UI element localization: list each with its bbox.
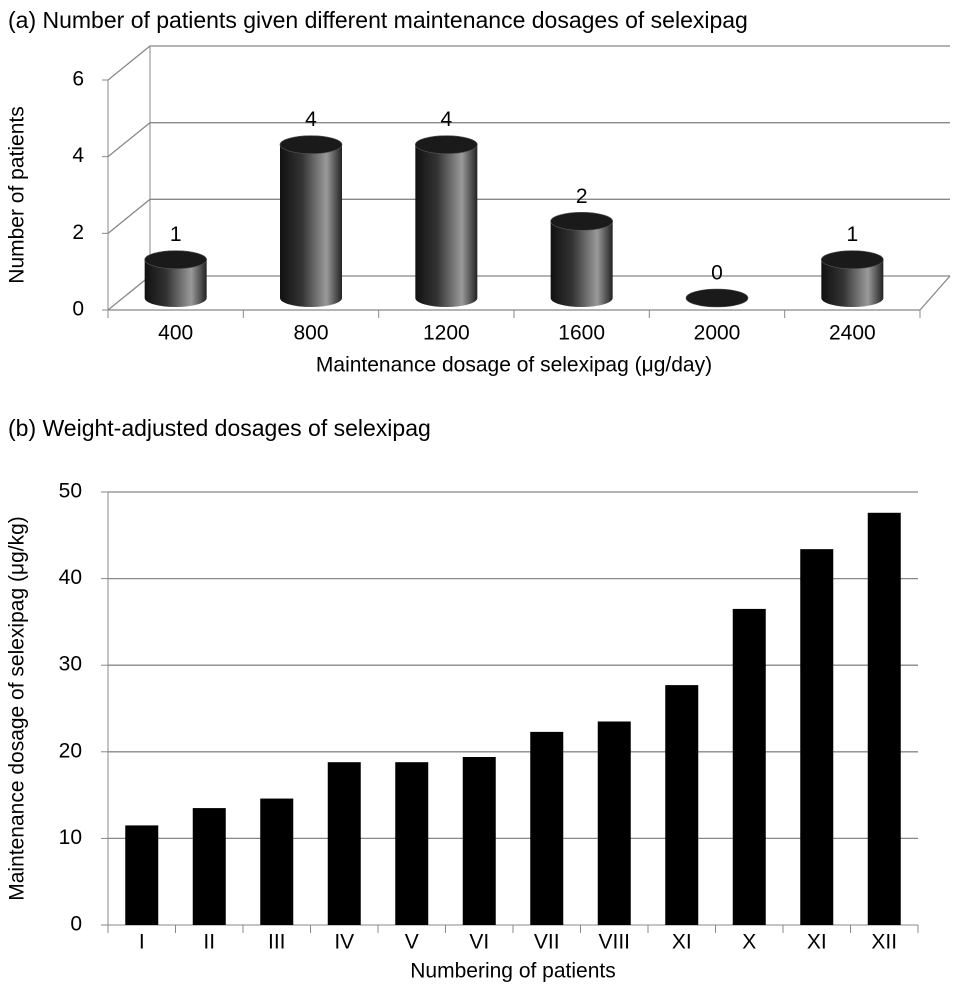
bar bbox=[462, 756, 496, 925]
data-label: 2 bbox=[576, 185, 588, 208]
cylinder-body bbox=[821, 259, 884, 307]
x-tick-label: XII bbox=[871, 931, 897, 954]
x-tick-label: IV bbox=[334, 931, 354, 954]
y-tick-label: 0 bbox=[72, 298, 84, 321]
x-tick-label: V bbox=[405, 931, 419, 954]
y-tick-label: 30 bbox=[59, 653, 82, 676]
y-tick-label: 4 bbox=[72, 144, 84, 167]
chart-title: (b) Weight-adjusted dosages of selexipag bbox=[8, 415, 431, 441]
x-tick-label: II bbox=[203, 931, 215, 954]
x-tick-label: III bbox=[268, 931, 286, 954]
data-label: 4 bbox=[305, 108, 317, 131]
cylinder bbox=[144, 250, 207, 307]
bar bbox=[192, 808, 226, 925]
chart-title: (a) Number of patients given different m… bbox=[8, 7, 748, 33]
y-axis-label: Maintenance dosage of selexipag (μg/kg) bbox=[6, 516, 29, 901]
x-tick-label: 400 bbox=[158, 322, 193, 345]
cylinder-top bbox=[821, 250, 884, 269]
x-tick-label: 800 bbox=[293, 322, 328, 345]
data-label: 0 bbox=[711, 262, 723, 285]
y-tick-label: 10 bbox=[59, 826, 82, 849]
cylinder-body bbox=[280, 144, 342, 307]
x-tick-label: 2400 bbox=[829, 322, 876, 345]
cylinder-top bbox=[415, 135, 478, 154]
cylinder-top bbox=[685, 288, 749, 308]
cylinder bbox=[415, 135, 478, 307]
y-axis-label: Number of patients bbox=[6, 106, 29, 283]
data-label: 4 bbox=[440, 108, 452, 131]
cylinder-top bbox=[550, 212, 613, 231]
y-tick-label: 50 bbox=[59, 480, 82, 503]
x-axis-label: Maintenance dosage of selexipag (μg/day) bbox=[316, 354, 712, 377]
x-tick-label: VI bbox=[469, 931, 489, 954]
bar bbox=[665, 685, 699, 925]
x-tick-label: X bbox=[742, 931, 756, 954]
cylinder bbox=[685, 288, 749, 308]
cylinder bbox=[821, 250, 884, 307]
cylinder bbox=[279, 135, 343, 307]
bar bbox=[800, 549, 834, 925]
bar bbox=[597, 721, 631, 925]
x-tick-label: 2000 bbox=[694, 322, 741, 345]
y-tick-label: 20 bbox=[59, 739, 82, 762]
cylinder-body bbox=[550, 221, 613, 307]
x-tick-label: XI bbox=[807, 931, 827, 954]
x-tick-label: 1200 bbox=[423, 322, 470, 345]
y-tick-label: 2 bbox=[72, 221, 84, 244]
cylinder bbox=[550, 212, 613, 307]
grid-line bbox=[107, 122, 950, 158]
x-tick-label: VIII bbox=[598, 931, 630, 954]
data-label: 1 bbox=[170, 223, 182, 246]
data-label: 1 bbox=[846, 223, 858, 246]
x-tick-label: VII bbox=[534, 931, 560, 954]
cylinder-body bbox=[144, 259, 207, 307]
bar bbox=[867, 512, 901, 925]
cylinder-top bbox=[279, 135, 343, 154]
y-tick-label: 40 bbox=[59, 566, 82, 589]
y-tick-label: 0 bbox=[70, 913, 82, 936]
x-tick-label: 1600 bbox=[558, 322, 605, 345]
bar bbox=[395, 762, 429, 925]
grid-line bbox=[107, 198, 950, 234]
bar bbox=[125, 825, 159, 925]
x-axis-label: Numbering of patients bbox=[410, 960, 615, 983]
x-tick-label: I bbox=[139, 931, 145, 954]
grid-line bbox=[107, 45, 950, 81]
bar bbox=[260, 798, 294, 925]
x-tick-label: XI bbox=[672, 931, 692, 954]
y-tick-label: 6 bbox=[72, 68, 84, 91]
bar bbox=[327, 762, 361, 925]
cylinder-top bbox=[144, 250, 207, 269]
bar bbox=[530, 731, 564, 925]
bar bbox=[732, 608, 766, 925]
cylinder-body bbox=[415, 144, 478, 307]
